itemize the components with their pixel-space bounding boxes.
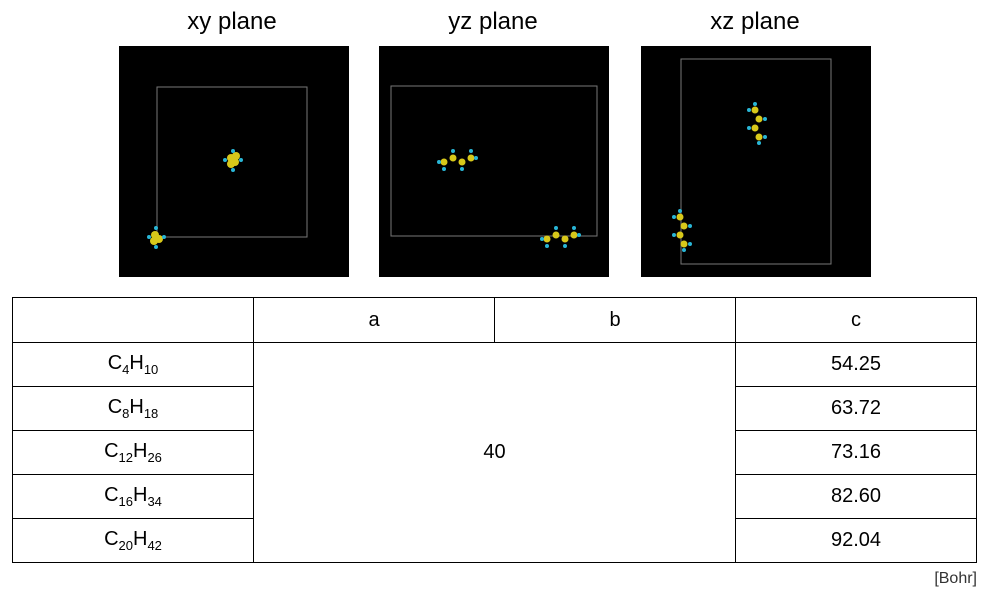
- c-value-cell: 63.72: [735, 386, 977, 431]
- unit-label: [Bohr]: [934, 570, 977, 587]
- formula-subscript: 12: [118, 450, 133, 465]
- xz-view: [641, 46, 871, 277]
- formula-element: C: [107, 396, 123, 418]
- molecule: [747, 102, 767, 145]
- molecule: [437, 149, 478, 171]
- panel-title: yz plane: [448, 8, 538, 35]
- formula-element: C: [104, 440, 119, 462]
- formula-element: H: [133, 440, 148, 462]
- formula-subscript: 4: [122, 362, 130, 377]
- shared-value-cell: 40: [253, 342, 736, 563]
- c-value-cell: 92.04: [735, 518, 977, 563]
- formula-subscript: 34: [147, 494, 162, 509]
- cell-table: a b c C4H10 40 54.25 C8H18 63.72 C12H26 73.16 C…: [12, 297, 977, 563]
- header-cell: a: [253, 297, 495, 343]
- formula-element: H: [129, 396, 144, 418]
- formula-cell: C12H26: [12, 430, 254, 475]
- formula-subscript: 42: [147, 538, 162, 553]
- corner-cell: [12, 297, 254, 343]
- molecule: [147, 226, 166, 249]
- data-row: C12H26 73.16: [12, 430, 977, 475]
- formula-cell: C20H42: [12, 518, 254, 563]
- formula-subscript: 10: [143, 362, 159, 377]
- formula-subscript: 8: [122, 406, 130, 421]
- formula-element: C: [104, 528, 119, 550]
- formula-subscript: 26: [147, 450, 162, 465]
- formula-element: H: [133, 484, 148, 506]
- formula-cell: C16H34: [12, 474, 254, 519]
- data-row: C20H42 92.04: [12, 518, 977, 563]
- header-cell: b: [494, 297, 736, 343]
- header-row: a b c: [12, 297, 977, 343]
- yz-view: [379, 46, 609, 277]
- panel-title: xy plane: [187, 8, 277, 35]
- data-row: C8H18 63.72: [12, 386, 977, 431]
- table-body: a b c C4H10 40 54.25 C8H18 63.72 C12H26 73.16 C…: [12, 297, 977, 563]
- panel-title: xz plane: [710, 8, 800, 35]
- formula-subscript: 18: [143, 406, 159, 421]
- formula-element: H: [129, 352, 144, 374]
- formula-cell: C4H10: [12, 342, 254, 387]
- molecule: [223, 149, 243, 172]
- formula-element: H: [133, 528, 148, 550]
- formula-subscript: 20: [118, 538, 133, 553]
- c-value-cell: 82.60: [735, 474, 977, 519]
- data-row: C4H10 40 54.25: [12, 342, 977, 563]
- header-cell: c: [735, 297, 977, 343]
- formula-cell: C8H18: [12, 386, 254, 431]
- molecule: [540, 226, 581, 248]
- c-value-cell: 54.25: [735, 342, 977, 387]
- xy-view: [119, 46, 349, 277]
- formula-element: C: [107, 352, 123, 374]
- molecule: [672, 209, 692, 252]
- c-value-cell: 73.16: [735, 430, 977, 475]
- data-row: C16H34 82.60: [12, 474, 977, 519]
- formula-subscript: 16: [118, 494, 133, 509]
- formula-element: C: [104, 484, 119, 506]
